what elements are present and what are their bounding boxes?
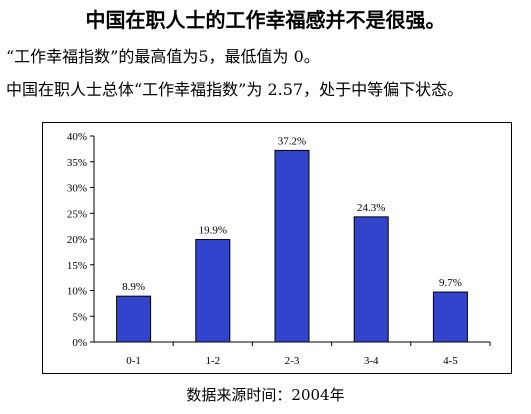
y-tick-label: 35% <box>67 157 87 169</box>
x-tick-label: 0-1 <box>126 355 141 367</box>
y-tick-label: 20% <box>67 234 87 246</box>
x-tick-label: 1-2 <box>205 355 220 367</box>
data-label: 24.3% <box>357 202 385 214</box>
note-max-min: “工作幸福指数”的最高值为5，最低值为 0。 <box>6 47 320 66</box>
y-tick-label: 30% <box>67 183 87 195</box>
y-tick-label: 25% <box>67 208 87 220</box>
y-tick-label: 40% <box>67 131 87 143</box>
y-tick-label: 10% <box>67 286 87 298</box>
bar-1-2 <box>195 239 231 343</box>
x-tick-label: 2-3 <box>285 355 300 367</box>
bar-4-5 <box>432 291 468 343</box>
x-tick-label: 4-5 <box>443 355 458 367</box>
data-label: 19.9% <box>199 225 227 237</box>
data-label: 37.2% <box>278 135 306 147</box>
data-source-note: 数据来源时间：2004年 <box>186 386 345 404</box>
y-tick-label: 15% <box>67 260 87 272</box>
note-overall-index: 中国在职人士总体“工作幸福指数”为 2.57，处于中等偏下状态。 <box>6 80 464 99</box>
bar-0-1 <box>116 295 152 343</box>
bar-3-4 <box>353 216 389 343</box>
y-tick-label: 0% <box>72 337 87 349</box>
bar-chart: 0% 5% 10% 15% 20% 25% 30% 35% 40% 8.9% 0-1 19.9% 1-2… <box>67 131 491 367</box>
bar-2-3 <box>274 149 310 343</box>
data-label: 9.7% <box>439 277 462 289</box>
y-tick-label: 5% <box>72 311 87 323</box>
x-tick-label: 3-4 <box>364 355 379 367</box>
data-label: 8.9% <box>122 281 145 293</box>
page-title: 中国在职人士的工作幸福感并不是很强。 <box>85 8 446 32</box>
